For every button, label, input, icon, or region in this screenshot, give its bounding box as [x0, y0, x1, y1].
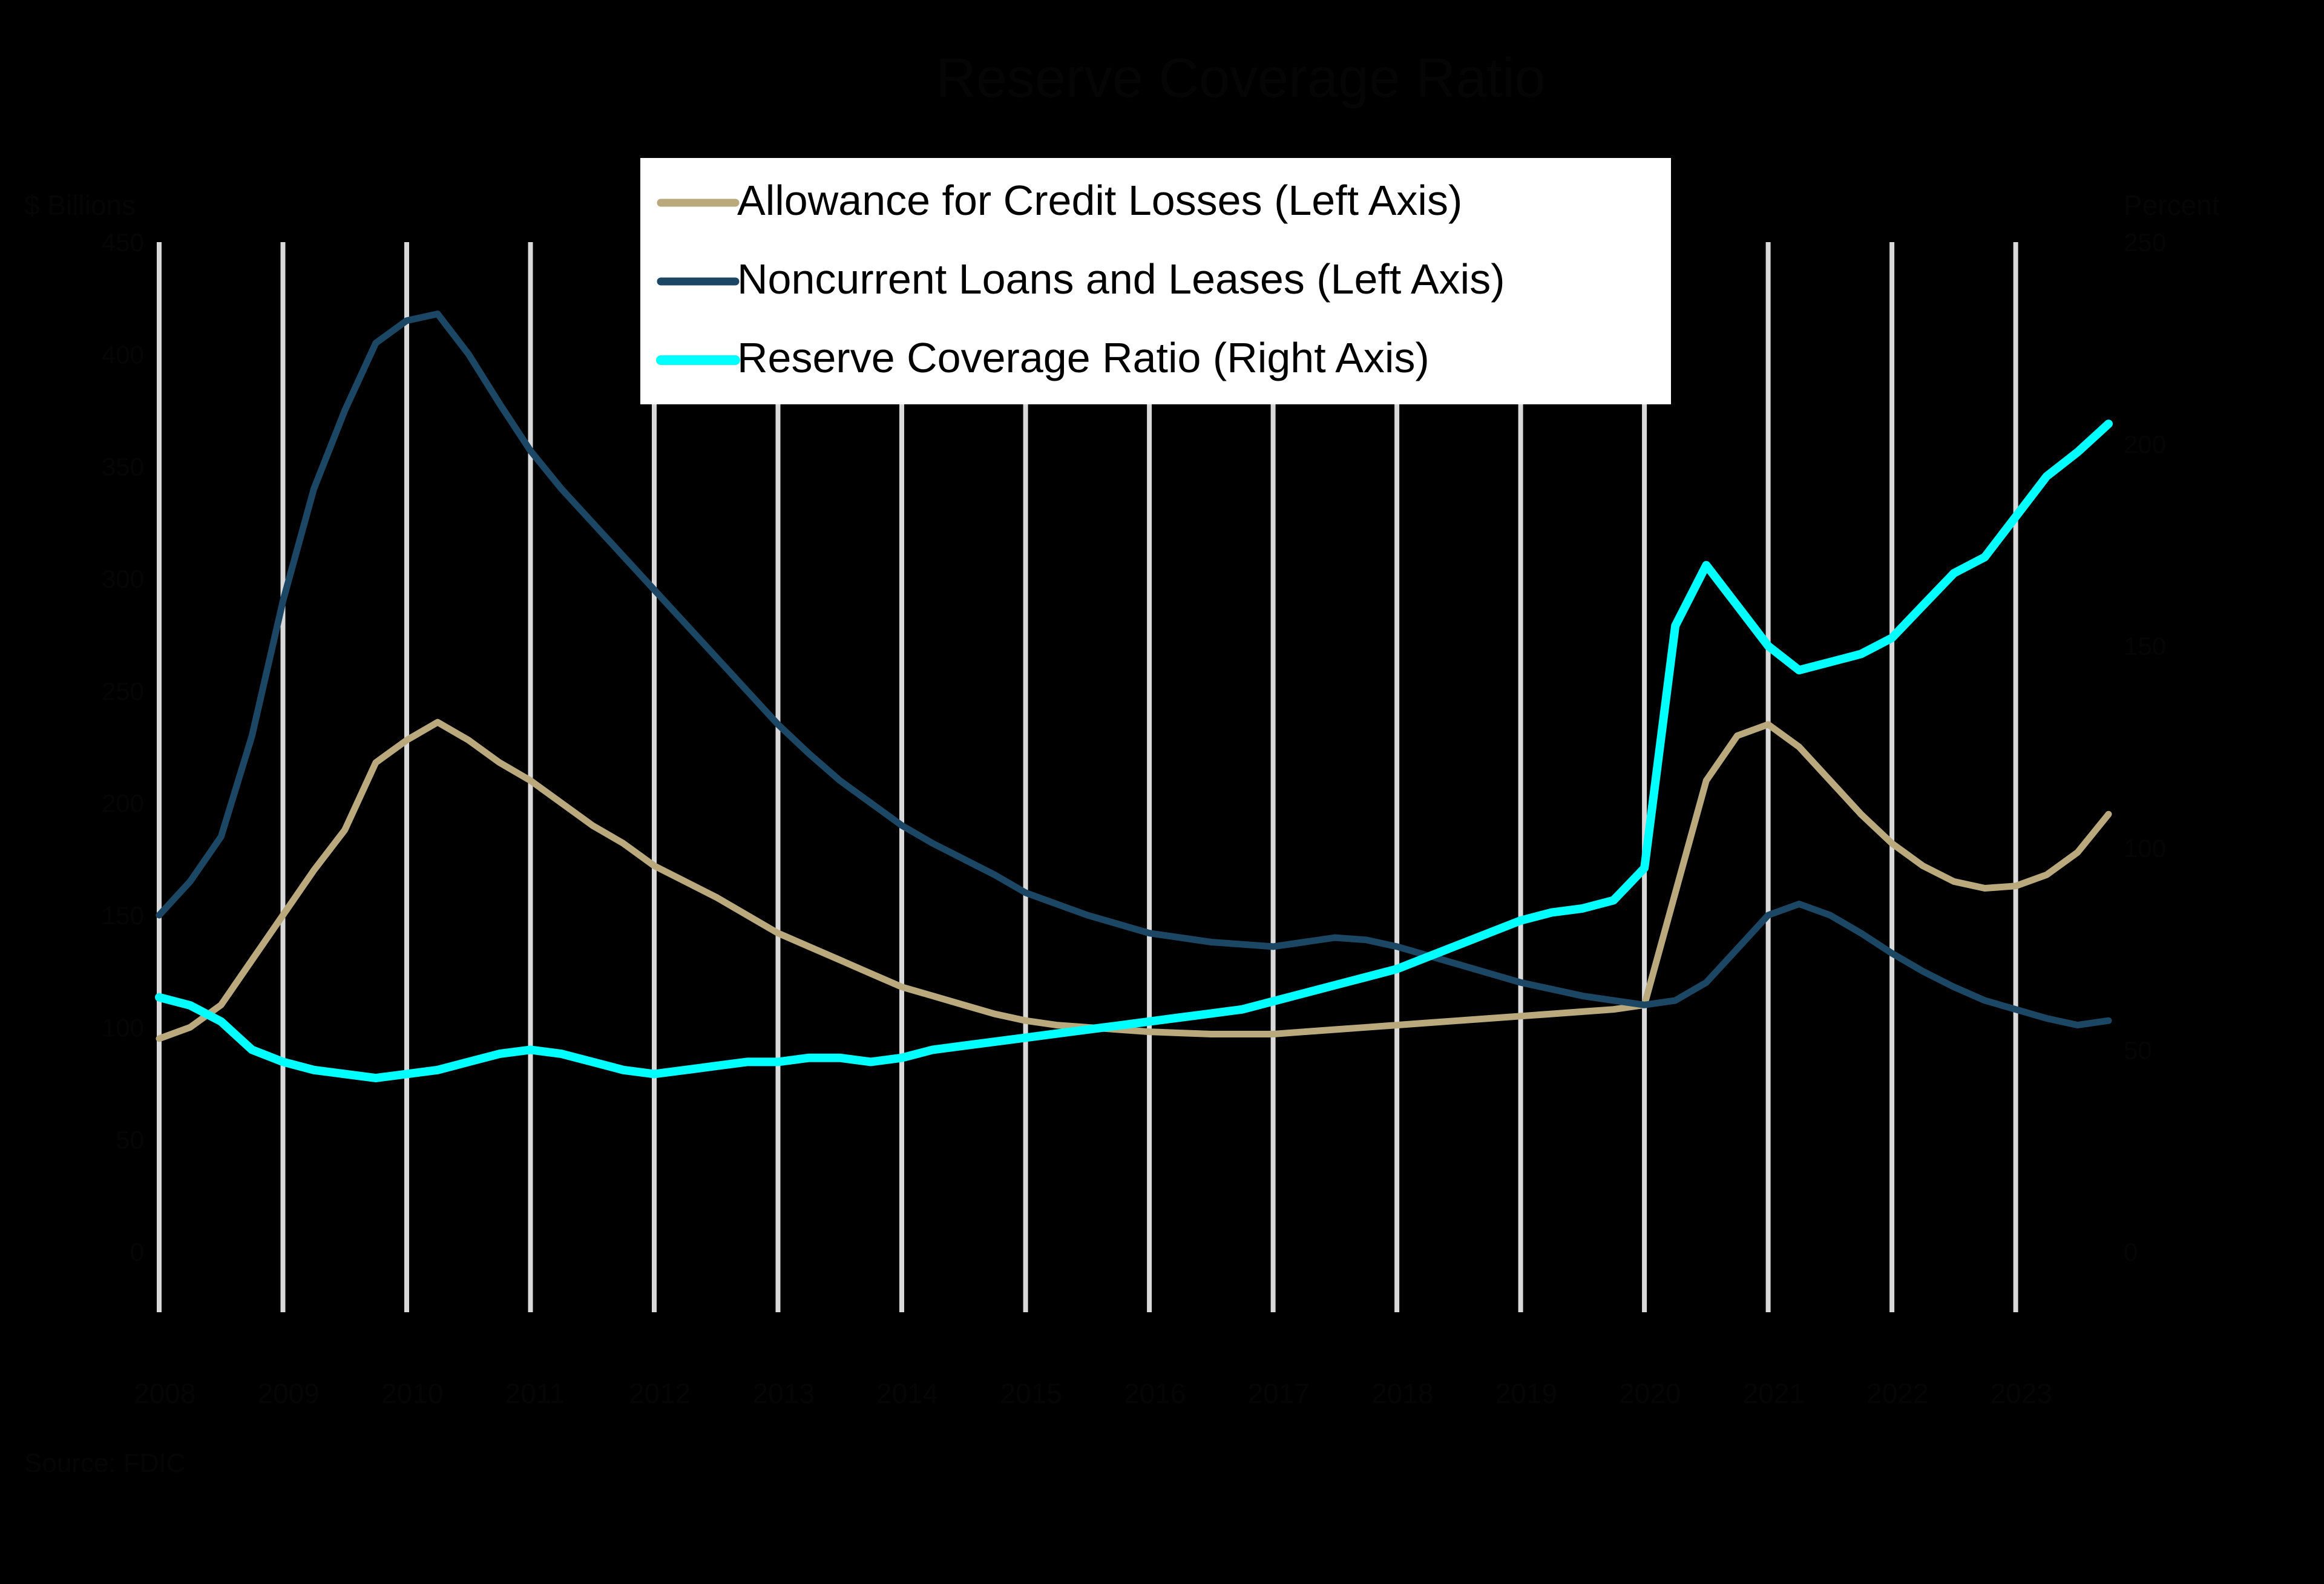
svg-text:2010: 2010: [381, 1378, 443, 1409]
svg-text:350: 350: [102, 453, 144, 481]
svg-text:450: 450: [102, 228, 144, 257]
svg-text:Reserve Coverage Ratio: Reserve Coverage Ratio: [936, 47, 1545, 109]
svg-text:2009: 2009: [258, 1378, 320, 1409]
svg-text:2019: 2019: [1495, 1378, 1557, 1409]
svg-text:50: 50: [116, 1126, 144, 1154]
svg-text:2023: 2023: [1991, 1378, 2052, 1409]
svg-text:2013: 2013: [753, 1378, 815, 1409]
svg-text:2014: 2014: [876, 1378, 938, 1409]
svg-text:250: 250: [102, 677, 144, 705]
svg-text:300: 300: [102, 565, 144, 593]
svg-text:0: 0: [130, 1238, 144, 1266]
svg-text:2011: 2011: [505, 1378, 565, 1409]
svg-text:200: 200: [2124, 430, 2166, 459]
svg-text:2012: 2012: [629, 1378, 691, 1409]
svg-text:2021: 2021: [1743, 1378, 1805, 1409]
svg-text:0: 0: [2124, 1238, 2138, 1266]
svg-text:Percent: Percent: [2124, 189, 2220, 221]
svg-text:$ Billions: $ Billions: [24, 189, 136, 221]
svg-text:100: 100: [2124, 834, 2166, 863]
svg-text:2020: 2020: [1619, 1378, 1681, 1409]
svg-text:50: 50: [2124, 1036, 2152, 1064]
svg-text:Noncurrent Loans and Leases (L: Noncurrent Loans and Leases (Left Axis): [737, 255, 1505, 303]
svg-text:2018: 2018: [1371, 1378, 1433, 1409]
svg-text:2016: 2016: [1124, 1378, 1186, 1409]
svg-text:2015: 2015: [1000, 1378, 1062, 1409]
svg-text:Allowance for Credit Losses (L: Allowance for Credit Losses (Left Axis): [737, 177, 1462, 224]
svg-text:Reserve Coverage Ratio (Right: Reserve Coverage Ratio (Right Axis): [737, 334, 1430, 381]
svg-text:250: 250: [2124, 228, 2166, 257]
svg-text:2017: 2017: [1248, 1378, 1310, 1409]
svg-text:100: 100: [102, 1013, 144, 1042]
svg-text:150: 150: [2124, 632, 2166, 660]
svg-text:200: 200: [102, 789, 144, 818]
svg-text:2008: 2008: [134, 1378, 195, 1409]
svg-text:400: 400: [102, 340, 144, 369]
svg-text:150: 150: [102, 901, 144, 930]
svg-text:2022: 2022: [1866, 1378, 1928, 1409]
svg-text:Source: FDIC: Source: FDIC: [24, 1448, 186, 1478]
